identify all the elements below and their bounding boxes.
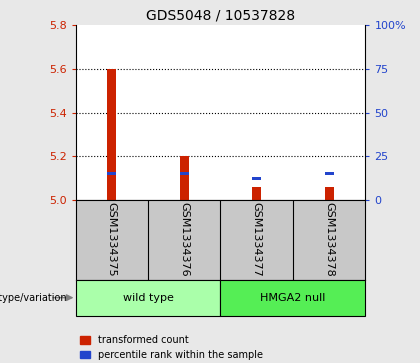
Bar [108, 172, 116, 175]
Bar [325, 187, 333, 200]
Title: GDS5048 / 10537828: GDS5048 / 10537828 [146, 9, 295, 23]
Text: GSM1334376: GSM1334376 [179, 202, 189, 277]
Bar [180, 172, 189, 175]
Text: GSM1334377: GSM1334377 [252, 202, 262, 277]
Bar [252, 187, 261, 200]
Text: GSM1334378: GSM1334378 [324, 202, 334, 277]
Text: HMGA2 null: HMGA2 null [260, 293, 326, 303]
Bar [325, 172, 333, 175]
Text: GSM1334375: GSM1334375 [107, 202, 117, 277]
Legend: transformed count, percentile rank within the sample: transformed count, percentile rank withi… [81, 335, 263, 360]
Text: genotype/variation: genotype/variation [0, 293, 67, 303]
Bar [180, 156, 189, 200]
Bar [108, 69, 116, 200]
FancyBboxPatch shape [220, 280, 365, 316]
Bar [252, 178, 261, 180]
FancyBboxPatch shape [76, 280, 220, 316]
Text: wild type: wild type [123, 293, 173, 303]
